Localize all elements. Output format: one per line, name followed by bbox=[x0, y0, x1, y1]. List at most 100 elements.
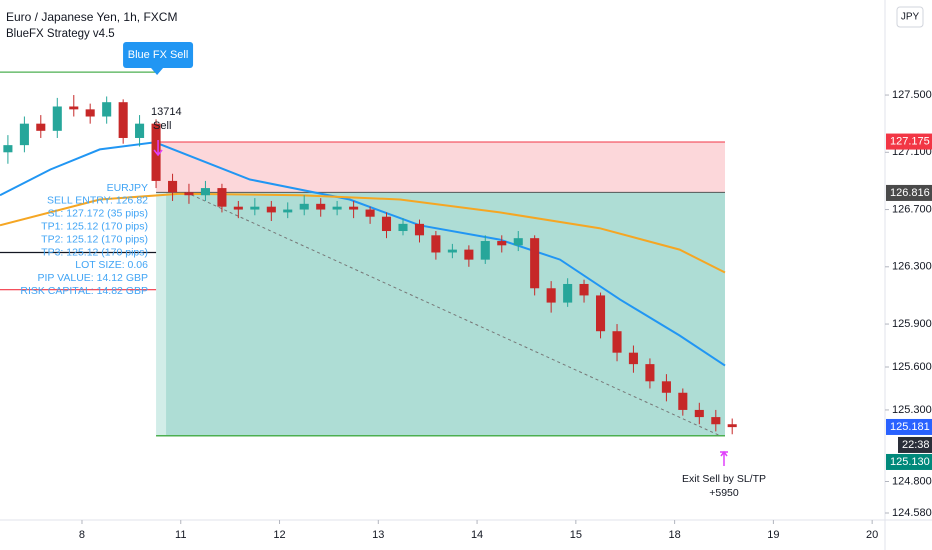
candle-body bbox=[431, 235, 441, 253]
info-label: SL: 127.172 (35 pips) bbox=[48, 208, 148, 220]
candle-body bbox=[36, 123, 46, 131]
currency-box[interactable] bbox=[896, 6, 924, 28]
candle-body bbox=[661, 381, 671, 393]
price-badge bbox=[886, 184, 932, 201]
candle-body bbox=[579, 283, 589, 296]
info-label: PIP VALUE: 14.12 GBP bbox=[37, 272, 148, 284]
target-zone bbox=[166, 192, 725, 436]
y-tick-label: 124.800 bbox=[892, 475, 932, 487]
plot-area bbox=[0, 71, 737, 437]
x-tick-label: 19 bbox=[767, 529, 779, 541]
trend-dashed bbox=[185, 191, 721, 437]
sell-marker bbox=[153, 140, 163, 157]
candle-body bbox=[250, 206, 260, 210]
candle-body bbox=[612, 331, 622, 353]
y-tick-label: 126.700 bbox=[892, 203, 932, 215]
info-label: TP3: 125.12 (170 pips) bbox=[41, 246, 148, 258]
candle-body bbox=[497, 241, 507, 246]
stop-zone bbox=[156, 141, 725, 193]
candle-body bbox=[678, 392, 688, 410]
candle-body bbox=[447, 249, 457, 253]
info-label: RISK CAPITAL: 14.82 GBP bbox=[20, 285, 148, 297]
signal-box bbox=[123, 42, 194, 68]
candle-body bbox=[3, 145, 13, 153]
price-badge-label: 127.175 bbox=[890, 135, 930, 147]
price-badge bbox=[886, 133, 932, 150]
candle-body bbox=[398, 223, 408, 232]
x-tick-label: 15 bbox=[570, 529, 582, 541]
y-tick-label: 125.300 bbox=[892, 404, 932, 416]
candle-body bbox=[595, 295, 606, 332]
exit-label: Exit Sell by SL/TP bbox=[682, 473, 766, 485]
y-tick-label: 125.900 bbox=[892, 318, 932, 330]
moving-average bbox=[0, 141, 726, 367]
candle-body bbox=[266, 206, 276, 213]
candle-body bbox=[19, 123, 29, 146]
y-tick-label: 127.500 bbox=[892, 89, 932, 101]
candle-body bbox=[727, 424, 737, 428]
info-label: EURJPY bbox=[107, 182, 148, 194]
info-label: TP1: 125.12 (170 pips) bbox=[41, 220, 148, 232]
exit-marker bbox=[720, 450, 729, 466]
candle-body bbox=[530, 238, 540, 289]
exit-profit: +5950 bbox=[709, 487, 739, 499]
signal-id: 13714 bbox=[151, 106, 182, 118]
candle-body bbox=[316, 203, 326, 210]
y-tick-label: 125.600 bbox=[892, 361, 932, 373]
candle-body bbox=[135, 123, 145, 138]
candle-body bbox=[563, 283, 573, 303]
candle-body bbox=[217, 188, 227, 207]
x-tick-label: 8 bbox=[79, 529, 85, 541]
price-badge-label: 125.181 bbox=[890, 421, 930, 433]
candle-body bbox=[381, 216, 392, 232]
y-tick-label: 126.300 bbox=[892, 261, 932, 273]
x-tick-label: 18 bbox=[668, 529, 680, 541]
info-label: LOT SIZE: 0.06 bbox=[75, 259, 148, 271]
target-zone-edge bbox=[156, 192, 167, 436]
x-tick-label: 14 bbox=[471, 529, 483, 541]
signal-label: Blue FX Sell bbox=[128, 49, 189, 61]
candle-body bbox=[645, 364, 655, 382]
price-badge bbox=[886, 418, 932, 435]
candle-body bbox=[332, 206, 342, 210]
candle-body bbox=[349, 206, 359, 210]
candle-body bbox=[546, 288, 556, 303]
chart-title: Euro / Japanese Yen, 1h, FXCM bbox=[6, 10, 177, 24]
candle-body bbox=[85, 109, 95, 117]
candle-body bbox=[184, 192, 194, 196]
signal-pointer bbox=[151, 68, 164, 75]
candle-body bbox=[69, 106, 79, 110]
x-tick-label: 12 bbox=[273, 529, 285, 541]
candle-body bbox=[414, 223, 425, 236]
info-label: TP2: 125.12 (170 pips) bbox=[41, 233, 148, 245]
candle-body bbox=[233, 206, 243, 210]
candle-body bbox=[365, 209, 375, 217]
candle-body bbox=[694, 409, 704, 418]
candle-body bbox=[283, 209, 293, 213]
countdown: 22:38 bbox=[902, 439, 930, 451]
moving-average bbox=[0, 192, 726, 274]
candle-body bbox=[200, 188, 210, 196]
candle-body bbox=[102, 102, 112, 117]
candle-body bbox=[513, 238, 523, 246]
x-tick-label: 20 bbox=[866, 529, 878, 541]
y-tick-label: 124.580 bbox=[892, 507, 932, 519]
signal-action: Sell bbox=[153, 120, 171, 132]
candle-body bbox=[464, 249, 474, 260]
candle-body bbox=[118, 102, 128, 138]
price-badge-label: 125.130 bbox=[890, 456, 930, 468]
info-label: SELL ENTRY: 126.82 bbox=[47, 195, 148, 207]
price-badge bbox=[886, 453, 932, 470]
candle-body bbox=[168, 180, 178, 193]
x-tick-label: 11 bbox=[175, 529, 186, 541]
currency[interactable]: JPY bbox=[901, 12, 920, 23]
candle-body bbox=[480, 241, 490, 260]
strategy-name: BlueFX Strategy v4.5 bbox=[6, 28, 115, 40]
x-tick-label: 13 bbox=[372, 529, 384, 541]
candle-body bbox=[711, 417, 721, 425]
candle-body bbox=[628, 352, 638, 365]
candle-body bbox=[299, 203, 309, 210]
candle-body bbox=[52, 106, 62, 131]
